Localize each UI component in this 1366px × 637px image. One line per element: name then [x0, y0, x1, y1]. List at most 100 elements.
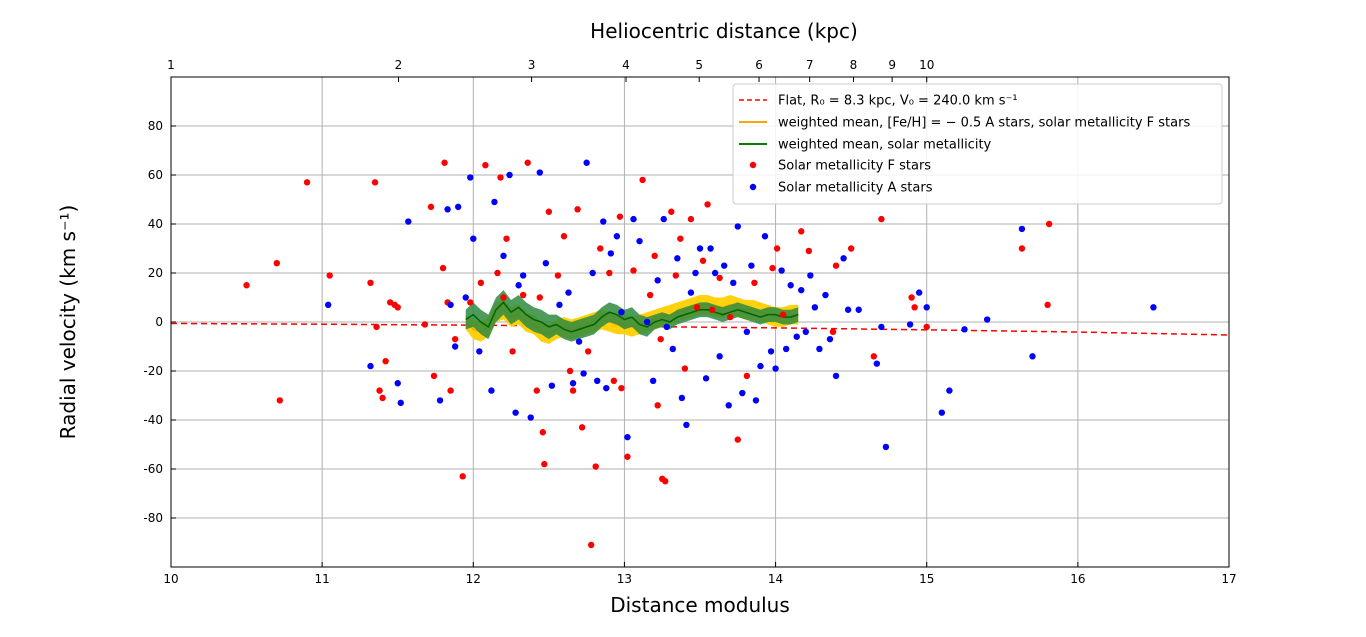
x-tick-label: 17: [1221, 572, 1236, 586]
a-star-point: [678, 394, 686, 402]
y-axis-title: Radial velocity (km s⁻¹): [56, 205, 80, 440]
f-star-point: [693, 304, 701, 311]
a-star-point: [527, 414, 534, 421]
a-star-point: [447, 301, 454, 309]
f-star-point: [584, 348, 592, 355]
f-star-point: [597, 245, 604, 252]
f-star-point: [273, 260, 280, 267]
a-star-point: [720, 262, 728, 269]
f-star-point: [536, 294, 543, 301]
a-star-point: [725, 402, 732, 409]
a-star-point: [394, 380, 401, 387]
f-star-point: [618, 384, 625, 392]
f-star-point: [451, 335, 459, 343]
f-star-point: [699, 257, 707, 264]
f-star-point: [911, 304, 918, 311]
a-star-point: [594, 377, 601, 384]
a-star-point: [367, 362, 374, 370]
a-star-point: [826, 335, 834, 343]
f-star-point: [908, 294, 915, 301]
f-star-point: [539, 429, 547, 436]
a-star-point: [636, 237, 643, 245]
f-star-point: [373, 323, 380, 331]
f-star-point: [519, 291, 527, 299]
top-tick-label: 2: [395, 58, 403, 72]
a-star-point: [583, 159, 590, 166]
a-star-point: [630, 215, 637, 223]
f-star-point: [610, 377, 618, 384]
a-star-point: [767, 348, 775, 355]
f-star-point: [606, 269, 613, 277]
a-star-point: [669, 345, 676, 353]
a-star-point: [822, 291, 829, 299]
legend-swatch-f-stars: [749, 161, 757, 169]
a-star-point: [692, 269, 699, 277]
legend-label: weighted mean, [Fe/H] = − 0.5 A stars, s…: [778, 116, 1190, 131]
a-star-point: [793, 333, 800, 340]
a-star-point: [873, 360, 881, 367]
top-tick-label: 6: [755, 58, 763, 72]
top-tick-label: 8: [850, 58, 858, 72]
legend-swatch-a-stars: [749, 183, 757, 191]
f-star-point: [430, 372, 438, 380]
green-band: [465, 290, 799, 342]
a-star-point: [683, 421, 690, 429]
a-star-point: [470, 235, 477, 242]
legend-label: weighted mean, solar metallicity: [778, 138, 992, 153]
x-tick-label: 11: [315, 572, 330, 586]
a-star-point: [878, 323, 885, 331]
f-star-point: [477, 279, 485, 286]
a-star-point: [844, 306, 852, 313]
a-star-point: [946, 387, 953, 394]
flat-rotation-curve: [170, 322, 1230, 336]
a-star-point: [405, 218, 412, 225]
f-star-point: [574, 206, 581, 213]
a-star-point: [961, 326, 968, 333]
a-star-point: [1150, 304, 1157, 311]
f-star-point: [727, 313, 734, 321]
a-star-point: [832, 372, 840, 380]
a-star-point: [512, 409, 519, 416]
f-star-point: [509, 348, 516, 355]
a-star-point: [500, 252, 507, 260]
a-star-point: [787, 282, 794, 289]
a-star-point: [687, 289, 695, 296]
f-star-point: [243, 282, 250, 289]
f-star-point: [541, 460, 548, 468]
top-tick-label: 5: [695, 58, 703, 72]
y-tick-label: 40: [148, 217, 163, 231]
a-star-point: [752, 397, 760, 404]
a-star-point: [734, 223, 741, 230]
a-star-point: [397, 399, 404, 407]
a-star-point: [840, 255, 847, 262]
a-star-point: [743, 328, 751, 335]
f-star-point: [657, 335, 664, 343]
f-star-point: [630, 267, 637, 274]
f-star-point: [687, 215, 695, 223]
a-star-point: [923, 304, 930, 311]
top-tick-label: 1: [167, 58, 175, 72]
f-star-point: [847, 245, 855, 252]
f-star-point: [662, 478, 669, 485]
f-star-point: [382, 358, 389, 365]
a-star-point: [739, 389, 746, 397]
x-tick-label: 14: [768, 572, 783, 586]
f-star-point: [716, 274, 723, 282]
a-star-point: [707, 245, 714, 252]
a-star-point: [938, 409, 946, 416]
y-tick-label: 60: [148, 168, 163, 182]
x-tick-label: 10: [163, 572, 178, 586]
x-tick-label: 13: [617, 572, 632, 586]
f-star-point: [646, 291, 654, 299]
f-star-point: [1044, 301, 1051, 309]
f-star-point: [569, 387, 577, 394]
f-star-point: [459, 473, 466, 480]
top-tick-label: 9: [888, 58, 896, 72]
f-star-point: [524, 159, 531, 166]
f-star-point: [704, 201, 711, 208]
f-star-point: [779, 311, 787, 318]
a-star-point: [324, 301, 332, 309]
f-star-point: [832, 262, 840, 269]
f-star-point: [578, 424, 586, 431]
